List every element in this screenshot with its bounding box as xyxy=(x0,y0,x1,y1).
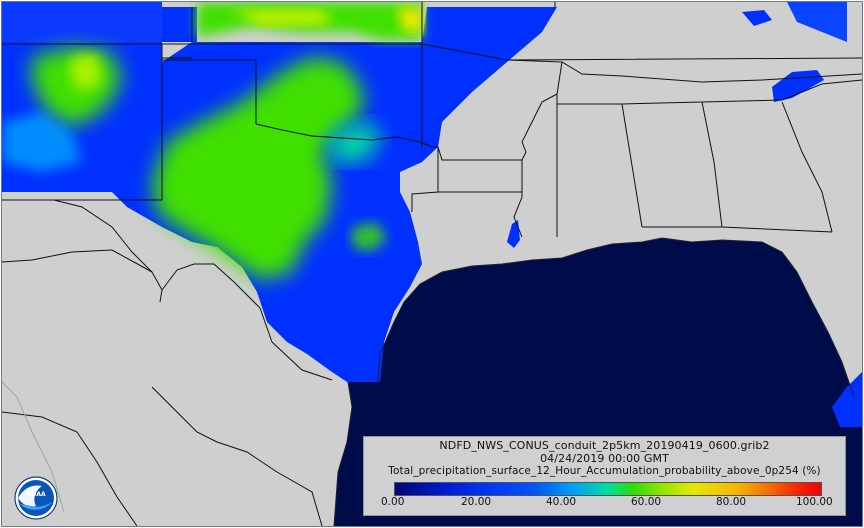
coastlines xyxy=(333,237,855,526)
legend-colorbar xyxy=(394,482,822,496)
precip-green-field xyxy=(2,2,422,280)
pacific-coastline xyxy=(2,381,65,513)
legend-tick-2: 40.00 xyxy=(546,496,577,508)
noaa-logo-icon[interactable]: NOAA xyxy=(14,476,58,520)
legend-tick-0: 0.00 xyxy=(381,496,405,508)
legend-tick-5: 100.00 xyxy=(796,496,833,508)
legend-tick-4: 80.00 xyxy=(716,496,747,508)
legend-ticks: 0.00 20.00 40.00 60.00 80.00 100.00 xyxy=(364,496,845,510)
legend-datetime: 04/24/2019 00:00 GMT xyxy=(540,452,669,465)
legend-variable: Total_precipitation_surface_12_Hour_Accu… xyxy=(388,465,821,477)
legend-filename: NDFD_NWS_CONUS_conduit_2p5km_20190419_06… xyxy=(439,439,770,452)
legend-tick-3: 60.00 xyxy=(631,496,662,508)
legend-panel: NDFD_NWS_CONUS_conduit_2p5km_20190419_06… xyxy=(363,436,846,516)
noaa-logo-text: NOAA xyxy=(26,491,46,498)
legend-tick-1: 20.00 xyxy=(461,496,492,508)
